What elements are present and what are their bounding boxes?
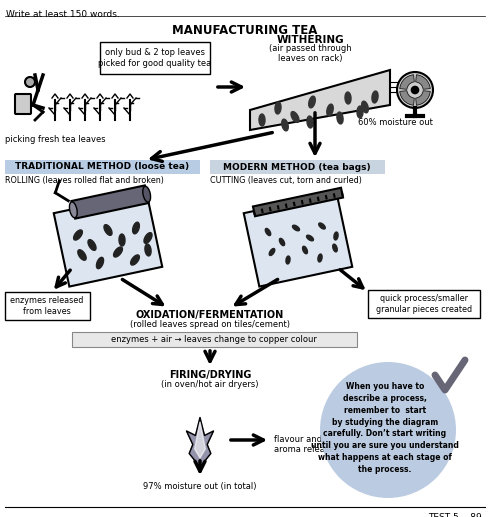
- Polygon shape: [250, 70, 390, 130]
- Polygon shape: [265, 229, 271, 235]
- FancyBboxPatch shape: [210, 160, 385, 174]
- Polygon shape: [333, 244, 337, 252]
- FancyBboxPatch shape: [15, 94, 31, 114]
- Text: enzymes released
from leaves: enzymes released from leaves: [10, 296, 84, 316]
- Polygon shape: [307, 234, 313, 241]
- Circle shape: [412, 86, 418, 94]
- Polygon shape: [317, 254, 323, 262]
- Wedge shape: [416, 90, 430, 105]
- Polygon shape: [132, 223, 140, 233]
- Polygon shape: [320, 222, 324, 230]
- Polygon shape: [115, 246, 122, 258]
- Text: enzymes + air → leaves change to copper colour: enzymes + air → leaves change to copper …: [111, 335, 317, 344]
- Text: (air passed through
leaves on rack): (air passed through leaves on rack): [269, 44, 351, 64]
- Polygon shape: [337, 112, 343, 124]
- Polygon shape: [72, 186, 148, 219]
- FancyBboxPatch shape: [5, 160, 200, 174]
- Polygon shape: [104, 225, 112, 235]
- Polygon shape: [280, 238, 284, 246]
- Polygon shape: [362, 101, 368, 113]
- Polygon shape: [75, 229, 81, 241]
- Polygon shape: [132, 254, 138, 266]
- FancyBboxPatch shape: [5, 292, 90, 320]
- Polygon shape: [356, 107, 364, 117]
- Polygon shape: [307, 116, 313, 128]
- Polygon shape: [195, 422, 205, 458]
- Circle shape: [397, 72, 433, 108]
- Polygon shape: [96, 257, 104, 268]
- FancyBboxPatch shape: [368, 290, 480, 318]
- Polygon shape: [281, 119, 289, 131]
- Text: picking fresh tea leaves: picking fresh tea leaves: [5, 135, 106, 144]
- Polygon shape: [285, 257, 291, 263]
- Polygon shape: [292, 111, 298, 123]
- Polygon shape: [294, 224, 298, 232]
- Polygon shape: [275, 102, 281, 114]
- Text: CUTTING (leaves cut, torn and curled): CUTTING (leaves cut, torn and curled): [210, 176, 362, 185]
- Polygon shape: [144, 245, 152, 255]
- Polygon shape: [78, 250, 86, 260]
- Polygon shape: [326, 104, 334, 116]
- Text: FIRING/DRYING: FIRING/DRYING: [169, 370, 251, 380]
- Wedge shape: [400, 90, 414, 105]
- Ellipse shape: [143, 186, 150, 202]
- Text: WITHERING: WITHERING: [276, 35, 344, 45]
- Polygon shape: [308, 97, 316, 108]
- Text: Write at least 150 words.: Write at least 150 words.: [6, 10, 120, 19]
- Polygon shape: [145, 232, 151, 244]
- Circle shape: [320, 362, 456, 498]
- FancyBboxPatch shape: [72, 332, 357, 347]
- Polygon shape: [259, 114, 266, 126]
- Text: 60% moisture out: 60% moisture out: [358, 118, 433, 127]
- Text: 97% moisture out (in total): 97% moisture out (in total): [143, 482, 257, 491]
- Text: only bud & 2 top leaves
picked for good quality tea: only bud & 2 top leaves picked for good …: [98, 48, 212, 68]
- Text: TEST 5    89: TEST 5 89: [428, 513, 482, 517]
- Polygon shape: [345, 92, 351, 104]
- Polygon shape: [244, 193, 352, 286]
- Text: ROLLING (leaves rolled flat and broken): ROLLING (leaves rolled flat and broken): [5, 176, 164, 185]
- Polygon shape: [89, 239, 95, 251]
- Circle shape: [25, 77, 35, 87]
- Text: flavour and
aroma released: flavour and aroma released: [274, 435, 340, 454]
- Text: (in oven/hot air dryers): (in oven/hot air dryers): [161, 380, 259, 389]
- Wedge shape: [416, 75, 430, 89]
- Text: MODERN METHOD (tea bags): MODERN METHOD (tea bags): [223, 162, 371, 172]
- Text: TRADITIONAL METHOD (loose tea): TRADITIONAL METHOD (loose tea): [15, 162, 189, 172]
- Wedge shape: [400, 75, 414, 89]
- Text: quick process/smaller
granular pieces created: quick process/smaller granular pieces cr…: [376, 294, 472, 314]
- Polygon shape: [302, 247, 308, 253]
- Polygon shape: [334, 232, 338, 240]
- Text: MANUFACTURING TEA: MANUFACTURING TEA: [172, 24, 318, 37]
- Text: When you have to
describe a process,
remember to  start
by studying the diagram
: When you have to describe a process, rem…: [311, 382, 459, 474]
- Polygon shape: [253, 188, 343, 216]
- Text: OXIDATION/FERMENTATION: OXIDATION/FERMENTATION: [136, 310, 284, 320]
- Polygon shape: [54, 193, 162, 286]
- Polygon shape: [187, 418, 214, 467]
- FancyBboxPatch shape: [100, 42, 210, 74]
- Polygon shape: [119, 234, 125, 246]
- Polygon shape: [270, 248, 274, 256]
- Ellipse shape: [70, 202, 77, 218]
- Polygon shape: [371, 92, 379, 103]
- Text: (rolled leaves spread on tiles/cement): (rolled leaves spread on tiles/cement): [130, 320, 290, 329]
